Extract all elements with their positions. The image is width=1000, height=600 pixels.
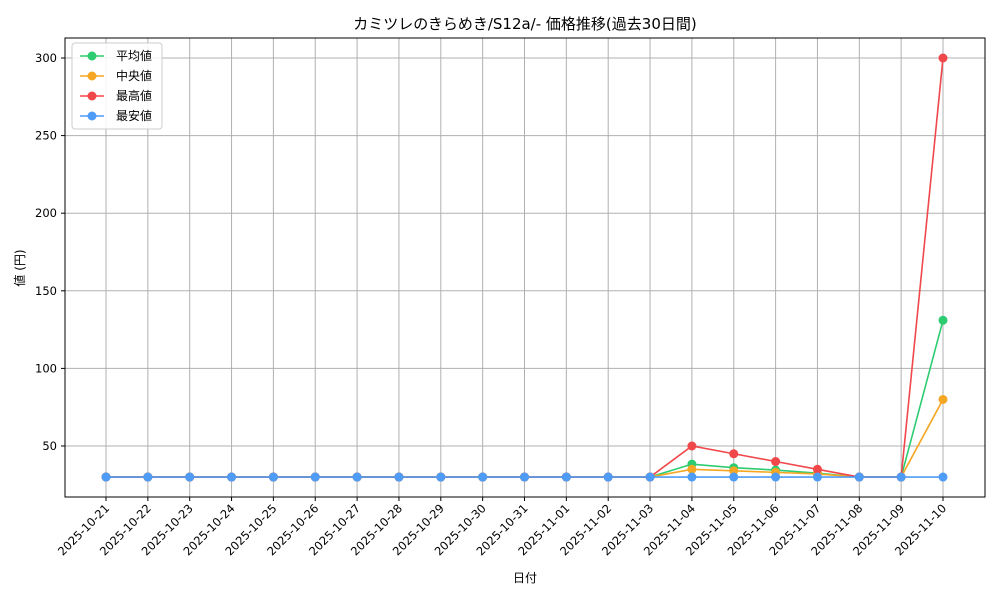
data-point xyxy=(687,464,697,474)
legend-label: 最高値 xyxy=(116,88,152,103)
data-point xyxy=(436,472,446,482)
data-point xyxy=(771,472,781,482)
data-point xyxy=(143,472,153,482)
data-point xyxy=(687,472,697,482)
data-point xyxy=(268,472,278,482)
x-axis: 2025-10-212025-10-222025-10-232025-10-24… xyxy=(55,497,949,558)
y-tick-label: 150 xyxy=(35,284,57,298)
legend-marker xyxy=(87,71,97,81)
y-tick-label: 200 xyxy=(35,206,57,220)
data-point xyxy=(771,457,781,467)
data-point xyxy=(478,472,488,482)
data-point xyxy=(854,472,864,482)
data-point xyxy=(645,472,655,482)
data-point xyxy=(227,472,237,482)
data-point xyxy=(310,472,320,482)
y-tick-label: 300 xyxy=(35,51,57,65)
data-point xyxy=(185,472,195,482)
y-tick-label: 50 xyxy=(42,439,57,453)
data-point xyxy=(729,466,739,476)
legend-label: 平均値 xyxy=(116,48,152,63)
data-point xyxy=(938,472,948,482)
data-point xyxy=(687,441,697,451)
legend-marker xyxy=(87,91,97,101)
y-tick-label: 250 xyxy=(35,129,57,143)
data-point xyxy=(812,464,822,474)
data-point xyxy=(520,472,529,482)
y-axis-label: 値 (円) xyxy=(12,249,27,286)
data-point xyxy=(729,449,739,459)
data-point xyxy=(729,472,739,482)
data-point xyxy=(812,472,822,482)
data-point xyxy=(561,472,571,482)
data-series xyxy=(101,53,948,482)
legend-label: 中央値 xyxy=(116,68,152,83)
data-point xyxy=(394,472,404,482)
data-point xyxy=(896,472,906,482)
data-point xyxy=(938,53,948,63)
legend-marker xyxy=(87,111,97,121)
chart-title: カミツレのきらめき/S12a/- 価格推移(過去30日間) xyxy=(353,15,696,33)
legend-label: 最安値 xyxy=(116,108,152,123)
series-3 xyxy=(101,472,948,482)
legend-marker xyxy=(87,51,97,61)
data-point xyxy=(938,315,948,325)
y-axis: 50 100 150 200 250 300 xyxy=(35,51,65,453)
data-point xyxy=(101,472,111,482)
y-tick-label: 100 xyxy=(35,361,57,375)
x-axis-label: 日付 xyxy=(513,571,537,585)
data-point xyxy=(603,472,613,482)
grid-lines xyxy=(65,38,985,497)
data-point xyxy=(938,394,948,404)
data-point xyxy=(352,472,362,482)
